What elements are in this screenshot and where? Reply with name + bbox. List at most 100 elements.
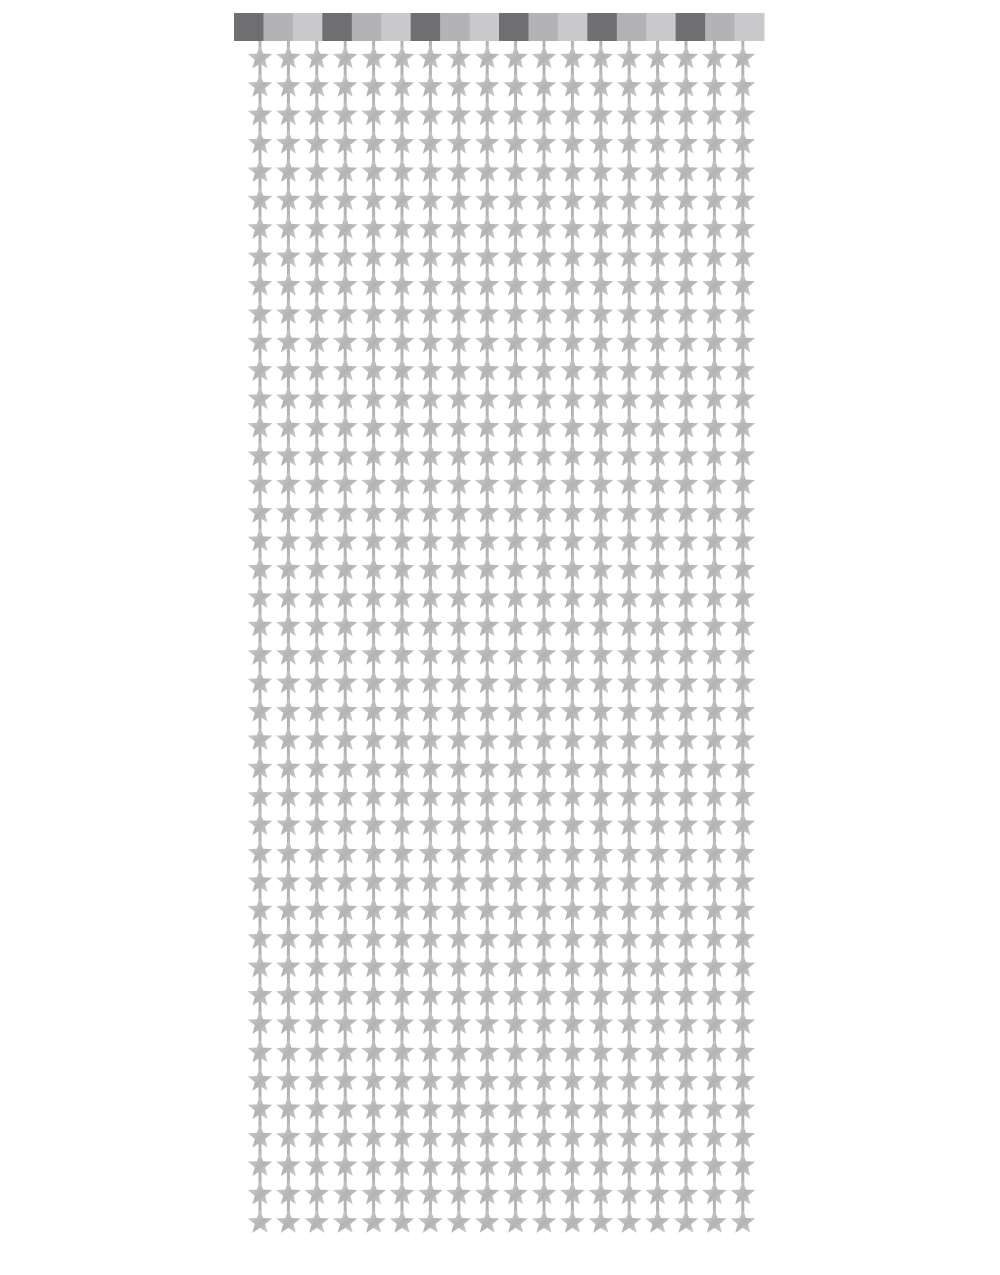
star-foil (645, 471, 670, 495)
star-foil (276, 243, 301, 268)
star-foil (503, 982, 528, 1006)
star-foil (560, 499, 585, 523)
star-foil (730, 300, 756, 325)
star-foil (588, 811, 614, 836)
star-foil (304, 698, 330, 722)
star-foil (531, 385, 557, 410)
star-foil (673, 1095, 699, 1120)
star-foil (332, 471, 358, 495)
star-foil (332, 783, 358, 807)
star-foil (361, 471, 386, 495)
star-foil (361, 811, 386, 836)
strand-line (258, 41, 262, 1223)
star-foil (418, 385, 443, 410)
star-foil (361, 840, 386, 864)
star-foil (645, 101, 670, 126)
star-foil (730, 726, 756, 751)
star-foil (474, 982, 500, 1006)
star-foil (474, 953, 500, 978)
star-foil (446, 925, 472, 949)
star-foil (645, 527, 670, 552)
star-foil (730, 1010, 756, 1035)
star-foil (474, 1152, 500, 1177)
star-foil (361, 499, 386, 523)
star-foil (560, 527, 585, 552)
star-foil (616, 243, 642, 268)
star-foil (673, 73, 699, 97)
star-foil (332, 1152, 358, 1177)
star-foil (247, 1010, 273, 1035)
star-foil (673, 1124, 699, 1148)
star-foil (361, 613, 386, 637)
star-foil (474, 357, 500, 381)
star-foil (446, 187, 472, 211)
star-foil (616, 357, 642, 381)
star-foil (247, 73, 273, 97)
star-foil (332, 300, 358, 325)
star-foil (588, 1067, 614, 1091)
strand-line (599, 41, 603, 1223)
star-foil (332, 897, 358, 921)
star-foil (247, 471, 273, 495)
star-foil (332, 925, 358, 949)
star-foil (531, 300, 557, 325)
star-foil (531, 584, 557, 609)
star-foil (304, 527, 330, 552)
star-foil (673, 130, 699, 154)
star-foil (616, 1152, 642, 1177)
star-foil (730, 556, 756, 580)
star-foil (588, 45, 614, 69)
star-foil (588, 925, 614, 949)
star-foil (645, 1152, 670, 1177)
star-foil (304, 982, 330, 1006)
star-foil (276, 73, 301, 97)
star-foil (588, 982, 614, 1006)
star-foil (304, 272, 330, 296)
star-foil (332, 1181, 358, 1205)
star-foil (616, 45, 642, 69)
star-foil (361, 755, 386, 779)
star-foil (389, 527, 415, 552)
star-foil (531, 243, 557, 268)
star-foil (616, 953, 642, 978)
star-foil (418, 726, 443, 751)
strands (247, 41, 756, 1233)
star-foil (304, 130, 330, 154)
star-foil (673, 499, 699, 523)
star-foil (560, 613, 585, 637)
star-foil (702, 755, 727, 779)
star-foil (247, 613, 273, 637)
star-foil (389, 726, 415, 751)
star-foil (361, 897, 386, 921)
star-foil (503, 868, 528, 893)
star-foil (645, 982, 670, 1006)
star-foil (702, 243, 727, 268)
star-foil (418, 925, 443, 949)
star-foil (560, 840, 585, 864)
star-foil (645, 357, 670, 381)
star-foil (730, 101, 756, 126)
star-foil (446, 357, 472, 381)
star-foil (588, 243, 614, 268)
star-foil (389, 1152, 415, 1177)
star-foil (247, 329, 273, 353)
star-foil (332, 414, 358, 438)
star-foil (361, 73, 386, 97)
star-foil (588, 385, 614, 410)
star-foil (645, 613, 670, 637)
star-foil (361, 868, 386, 893)
star-foil (446, 1152, 472, 1177)
star-foil (503, 215, 528, 239)
star-foil (702, 499, 727, 523)
star-foil (332, 272, 358, 296)
strand-line (712, 41, 716, 1223)
star-foil (616, 385, 642, 410)
star-foil (588, 1124, 614, 1148)
star-foil (276, 641, 301, 665)
star-foil (645, 215, 670, 239)
star-foil (645, 1067, 670, 1091)
star-foil (389, 982, 415, 1006)
star-foil (474, 272, 500, 296)
star-foil (588, 130, 614, 154)
star-foil (673, 1209, 699, 1233)
